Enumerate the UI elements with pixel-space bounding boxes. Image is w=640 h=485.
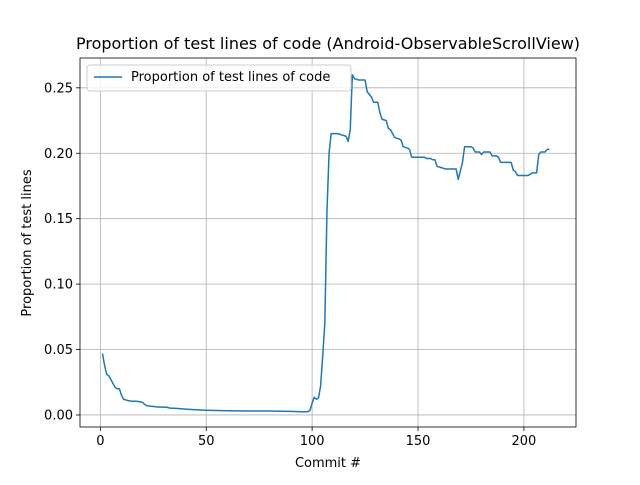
- y-tick-label: 0.25: [44, 81, 73, 96]
- y-tick-label: 0.05: [44, 343, 73, 358]
- x-axis-ticks: 0 50 100 150 200: [96, 427, 536, 449]
- x-tick-label: 200: [511, 434, 536, 449]
- x-tick-label: 150: [406, 434, 431, 449]
- x-axis-label: Commit #: [295, 456, 361, 471]
- y-tick-label: 0.15: [44, 212, 73, 227]
- x-tick-label: 50: [198, 434, 215, 449]
- legend: Proportion of test lines of code: [86, 64, 352, 92]
- y-axis-ticks: 0.00 0.05 0.10 0.15 0.20 0.25: [44, 81, 80, 423]
- x-tick-label: 100: [300, 434, 325, 449]
- series-line: [101, 74, 550, 413]
- axes-frame: [79, 57, 577, 428]
- y-axis-label: Proportion of test lines: [20, 169, 35, 316]
- chart-title: Proportion of test lines of code (Androi…: [76, 34, 580, 53]
- legend-frame: [86, 64, 352, 92]
- legend-label: Proportion of test lines of code: [131, 70, 330, 85]
- y-tick-label: 0.00: [44, 408, 73, 423]
- y-tick-label: 0.10: [44, 278, 73, 293]
- y-tick-label: 0.20: [44, 147, 73, 162]
- plot-area: [101, 74, 550, 413]
- x-tick-label: 0: [96, 434, 104, 449]
